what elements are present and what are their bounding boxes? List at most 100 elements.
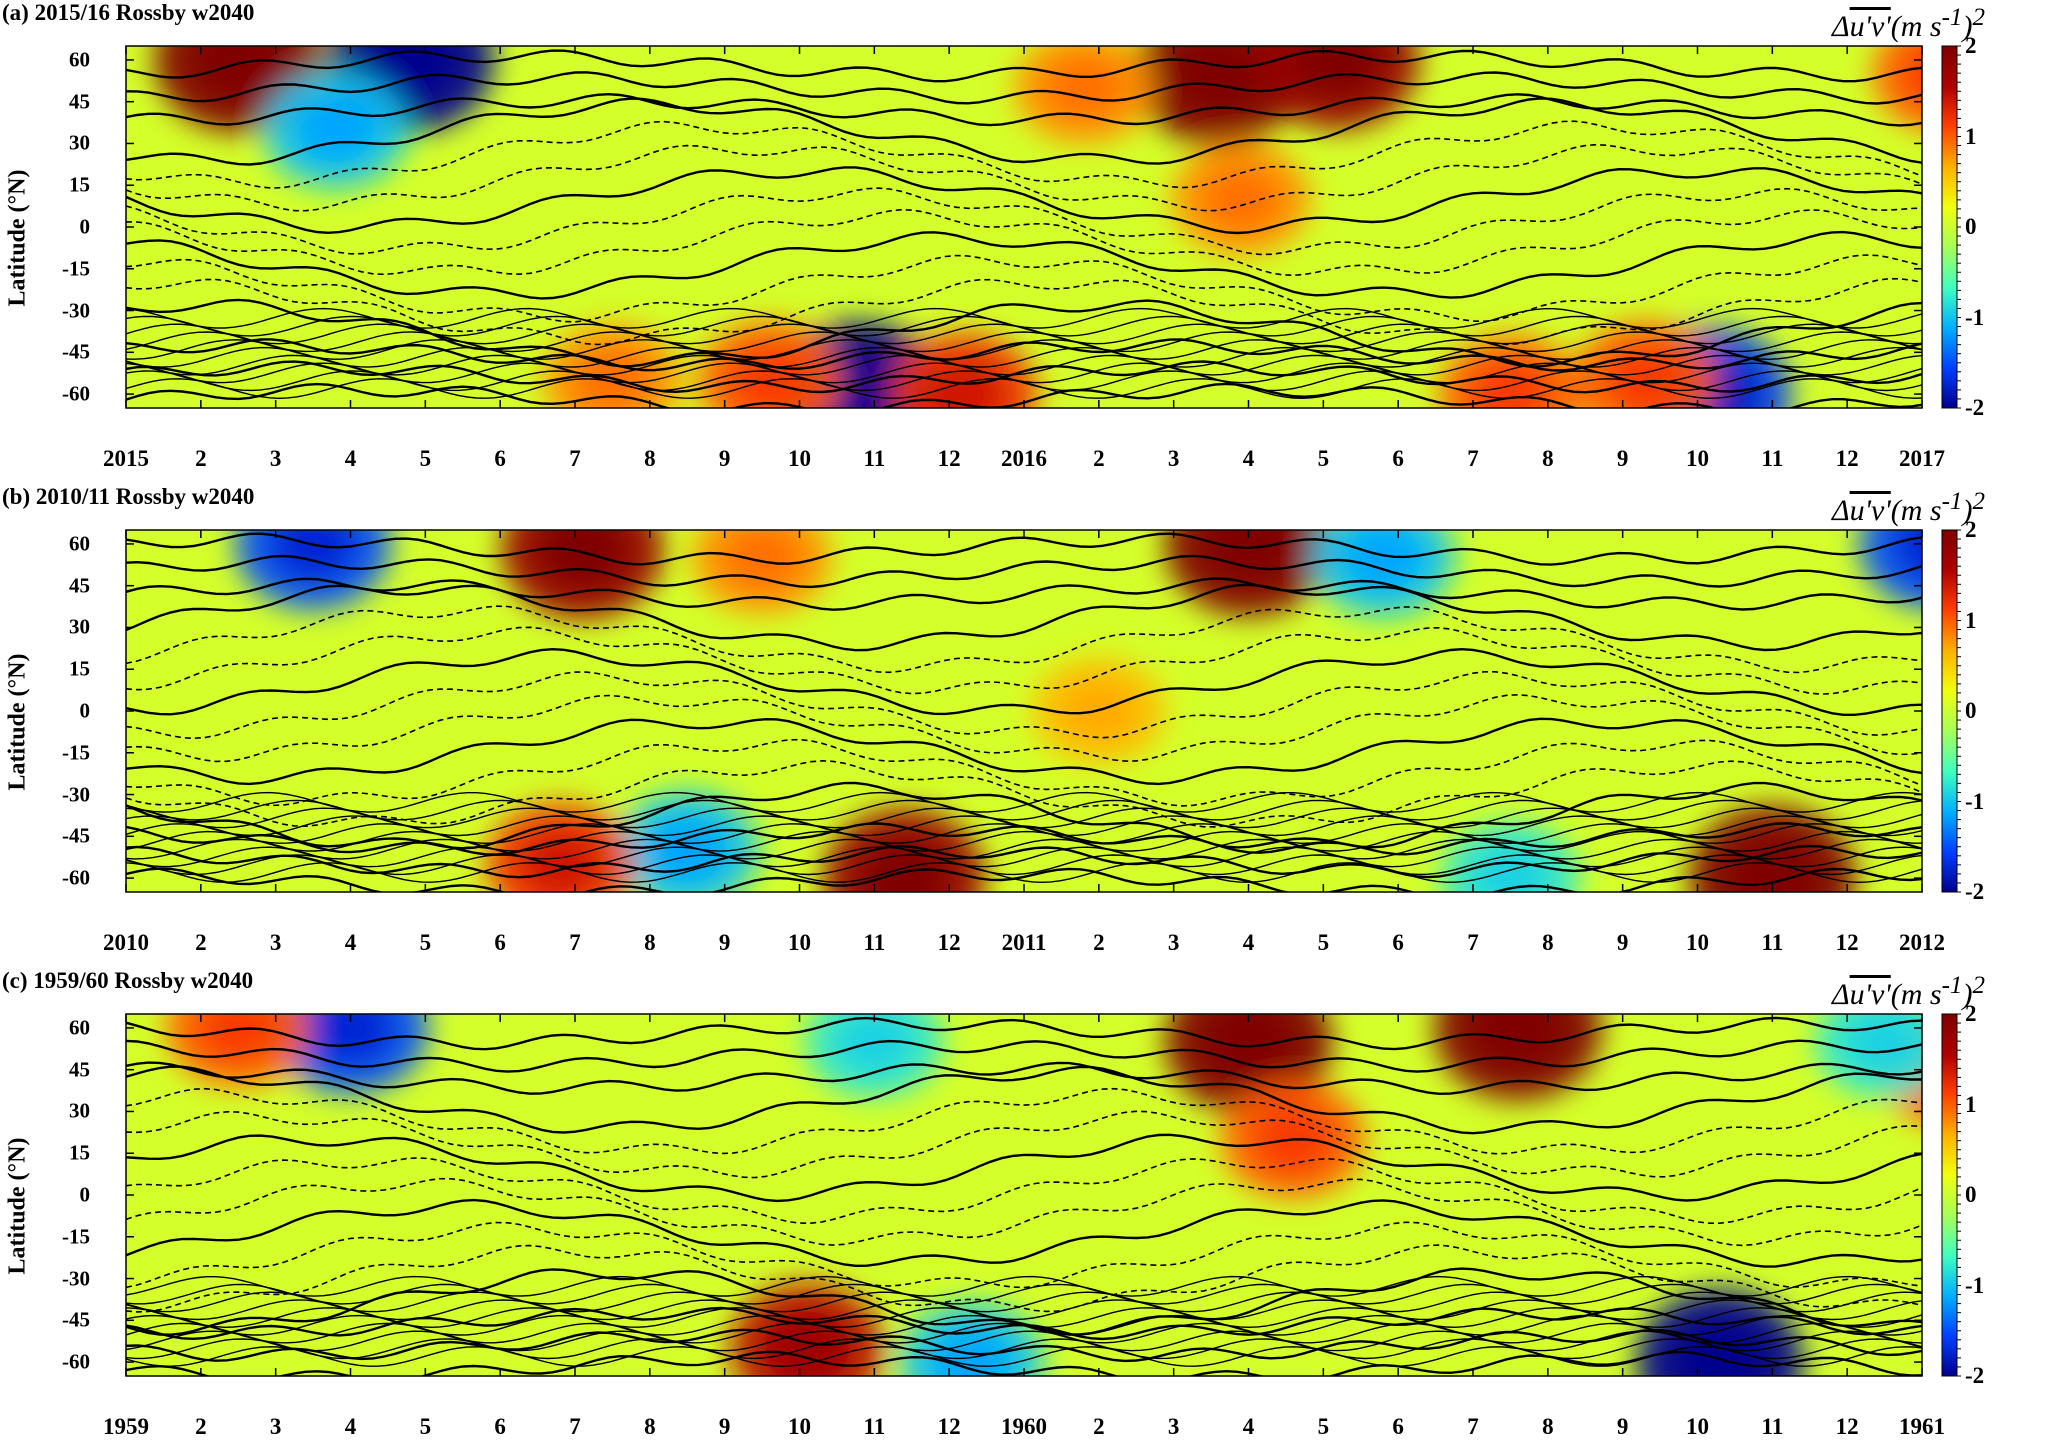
x-tick-label: 7 [569, 446, 581, 471]
colorbar [1941, 529, 1958, 893]
x-tick-label: 12 [937, 1414, 961, 1439]
contour-positive [126, 1061, 1922, 1096]
contour-positive [126, 577, 1922, 611]
anomaly-core [1202, 1014, 1295, 1082]
panel-b: (b) 2010/11 Rossby w2040 Latitude (°N) 6… [0, 484, 2067, 968]
contour-positive [126, 1291, 1922, 1313]
anomaly-core [1673, 1321, 1767, 1376]
contour-positive [126, 1330, 1922, 1352]
x-tick-label: 2010 [103, 930, 149, 955]
anomaly-core [1045, 56, 1123, 119]
contour-positive [126, 97, 1922, 166]
contour-negative [126, 671, 1922, 740]
x-tick-label: 3 [1167, 446, 1180, 471]
colorbar-tick-label: 2 [1965, 517, 1977, 542]
colorbar-tick-label: 2 [1965, 33, 1977, 58]
y-tick-label: 45 [69, 1057, 90, 1082]
contour-positive [126, 846, 1922, 868]
colorbar-tick-label: -2 [1965, 395, 1985, 420]
y-tick-label: 30 [69, 614, 90, 639]
contour-negative [126, 738, 1922, 807]
contour-negative [126, 120, 1922, 189]
contour-positive [126, 331, 1922, 353]
contour-positive [126, 1065, 1922, 1135]
x-tick-label: 2 [1093, 1414, 1105, 1439]
x-tick-label: 3 [269, 446, 282, 471]
anomaly-core [198, 1014, 278, 1061]
y-tick-label: 0 [79, 214, 91, 239]
colorbar-tick-label: -1 [1965, 1272, 1985, 1298]
anomaly-core [923, 360, 1006, 408]
contour-negative [126, 605, 1922, 674]
y-tick-label: -30 [62, 298, 90, 323]
contour-positive [126, 1299, 1922, 1321]
contour-negative [126, 693, 1922, 763]
y-tick-label: -30 [62, 1266, 90, 1291]
contour-negative [126, 1244, 1922, 1313]
x-tick-label: 1960 [1001, 1414, 1047, 1439]
anomaly-core [1202, 168, 1280, 231]
x-tick-label: 2 [195, 446, 207, 471]
y-tick-label: -60 [62, 381, 90, 406]
x-tick-label: 4 [1242, 930, 1255, 955]
contour-positive [126, 1275, 1922, 1297]
y-tick-label: 45 [69, 89, 90, 114]
y-tick-label: 30 [69, 130, 90, 155]
colorbar-tick-label: 1 [1965, 123, 1977, 149]
x-tick-label: 12 [1835, 930, 1859, 955]
contour-positive [126, 854, 1922, 876]
x-tick-label: 5 [419, 446, 432, 471]
panel-c: (c) 1959/60 Rossby w2040 Latitude (°N) 6… [0, 968, 2067, 1452]
contour-negative [126, 254, 1922, 323]
heatmap-background [126, 1014, 1922, 1376]
x-tick-label: 11 [863, 446, 886, 471]
contour-positive [126, 362, 1922, 384]
x-tick-label: 1959 [103, 1414, 149, 1439]
x-tick-label: 11 [1761, 446, 1784, 471]
x-tick-label: 7 [569, 930, 581, 955]
contour-negative [126, 759, 1922, 828]
x-tick-label: 3 [269, 930, 282, 955]
x-tick-label: 7 [1467, 930, 1479, 955]
x-tick-label: 4 [344, 1414, 357, 1439]
contour-lines [126, 1016, 1922, 1376]
contour-positive [126, 1338, 1922, 1360]
contour-positive [126, 354, 1922, 376]
panel-plot [125, 1013, 1961, 1377]
y-tick-label: -60 [62, 1349, 90, 1374]
x-tick-label: 6 [1392, 446, 1404, 471]
colorbar-title: Δu'v'(m s-1)2 [1832, 488, 1985, 527]
contour-negative [126, 1221, 1922, 1289]
colorbar-tick-label: -1 [1965, 788, 1985, 814]
x-tick-label: 9 [718, 930, 731, 955]
x-tick-label: 10 [788, 1414, 811, 1439]
contour-positive [126, 346, 1922, 368]
x-tick-label: 12 [937, 930, 961, 955]
y-tick-label: 15 [69, 172, 90, 197]
anomaly-core [723, 530, 801, 589]
panel-title: (a) 2015/16 Rossby w2040 [2, 0, 255, 25]
x-tick-label: 9 [718, 446, 731, 471]
y-tick-label: -15 [62, 256, 90, 281]
x-tick-label: 11 [1761, 930, 1784, 955]
y-tick-label: 60 [69, 47, 90, 72]
colorbar-tick-label: -1 [1965, 304, 1985, 330]
y-tick-label: 45 [69, 573, 90, 598]
contour-positive [126, 1039, 1922, 1073]
contour-positive [126, 583, 1922, 652]
x-tick-label: 7 [1467, 446, 1479, 471]
x-tick-label: 6 [1392, 930, 1404, 955]
x-tick-label: 8 [644, 1414, 656, 1439]
x-tick-label: 9 [1616, 1414, 1629, 1439]
x-tick-label: 11 [1761, 1414, 1784, 1439]
x-tick-label: 5 [1317, 446, 1330, 471]
contour-positive [126, 844, 1922, 879]
contour-positive [126, 647, 1922, 716]
contour-negative [126, 208, 1922, 277]
x-tick-label: 8 [1542, 446, 1554, 471]
x-tick-label: 12 [1835, 1414, 1859, 1439]
contour-negative [126, 1087, 1922, 1155]
colorbar-tick-label: -2 [1965, 879, 1985, 904]
x-tick-label: 2 [195, 930, 207, 955]
contour-positive [126, 1307, 1922, 1329]
